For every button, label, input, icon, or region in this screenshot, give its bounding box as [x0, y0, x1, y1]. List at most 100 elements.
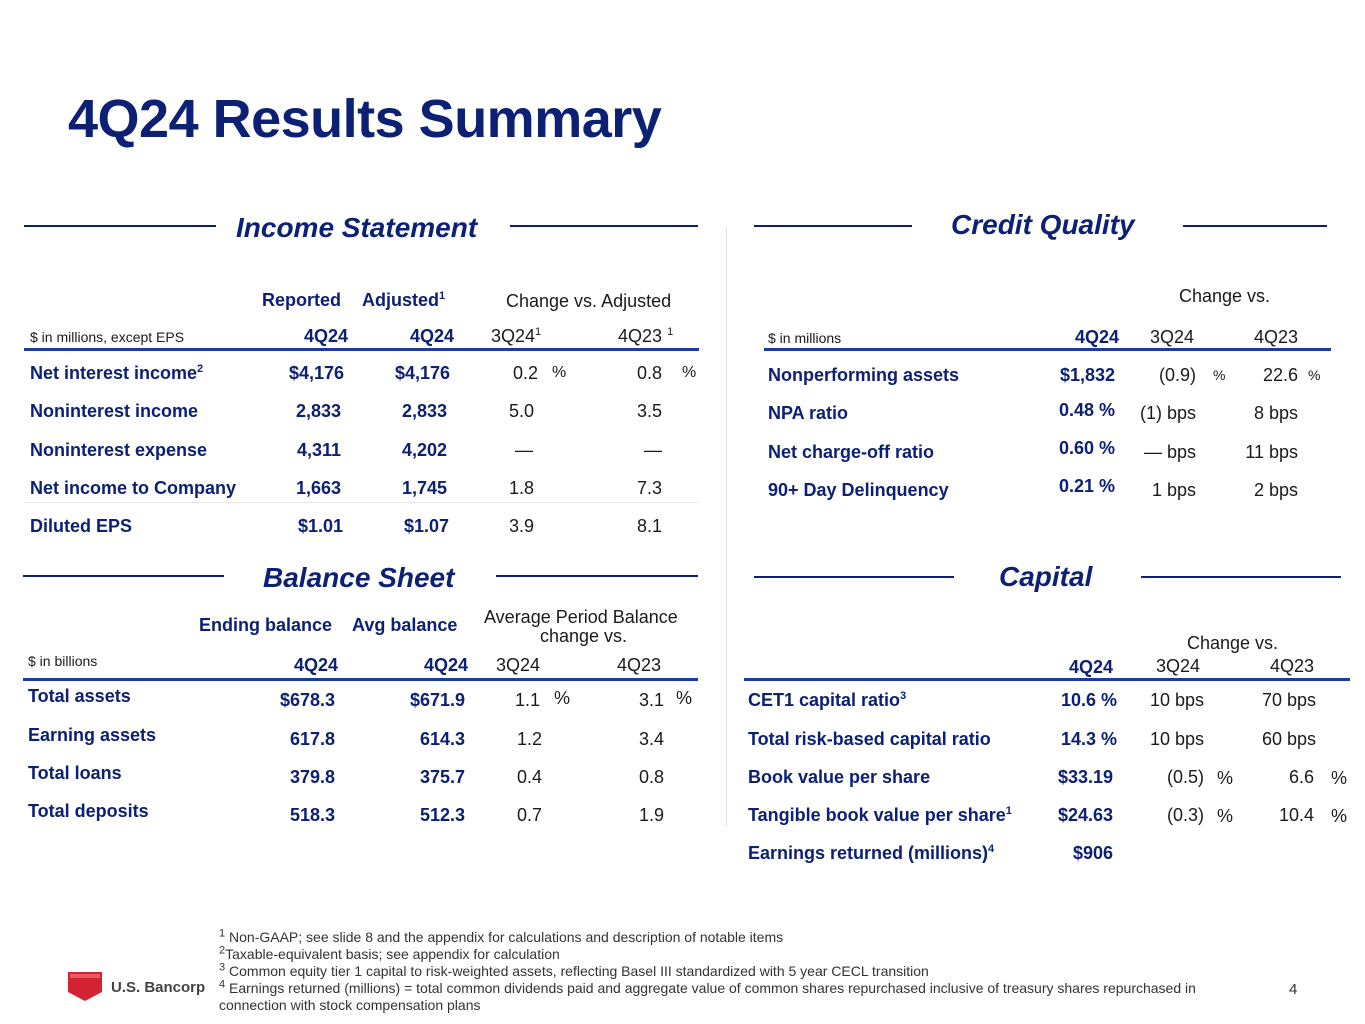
capital-title: Capital — [999, 561, 1093, 592]
table-cell: 5.0 — [508, 401, 534, 421]
table-cell: 1 bps — [1151, 480, 1196, 500]
table-cell: (0.5) — [1166, 767, 1204, 787]
balance-header-rule — [23, 678, 698, 681]
percent-sign: % — [554, 688, 571, 708]
percent-sign: % — [1213, 367, 1226, 383]
balance-sub-avg: 4Q24 — [423, 655, 468, 675]
percent-sign: % — [676, 688, 693, 708]
credit-title-rule-left — [754, 225, 912, 227]
table-row-label: CET1 capital ratio3 — [748, 690, 907, 710]
table-row-label: Total risk-based capital ratio — [748, 729, 991, 749]
balance-title-rule-left — [23, 575, 224, 577]
income-header-rule — [24, 348, 699, 351]
table-cell: 1.8 — [508, 478, 534, 498]
balance-units: $ in billions — [28, 653, 98, 669]
footnote: 1 Non-GAAP; see slide 8 and the appendix… — [219, 927, 784, 945]
table-cell: 14.3 % — [1060, 729, 1117, 749]
income-col-reported: Reported — [262, 290, 342, 310]
table-cell: 22.6 — [1262, 365, 1298, 385]
table-cell: $4,176 — [394, 363, 450, 383]
table-cell: 617.8 — [289, 729, 335, 749]
table-row-label: Noninterest expense — [30, 440, 208, 460]
percent-sign: % — [1331, 768, 1348, 788]
footnote: 4 Earnings returned (millions) = total c… — [219, 978, 1196, 996]
balance-col-change-line1: Average Period Balance — [484, 607, 678, 627]
table-cell: 10 bps — [1149, 690, 1204, 710]
table-cell: $671.9 — [409, 690, 465, 710]
balance-sub-3q: 3Q24 — [496, 655, 541, 675]
capital-col-change: Change vs. — [1187, 633, 1279, 653]
table-cell: 2 bps — [1253, 480, 1298, 500]
income-sub-adjusted: 4Q24 — [409, 326, 454, 346]
table-row-label: Book value per share — [748, 767, 931, 787]
table-cell: 614.3 — [419, 729, 465, 749]
table-cell: (0.3) — [1166, 805, 1204, 825]
table-cell: 1,745 — [401, 478, 447, 498]
table-row-label: Total loans — [28, 763, 122, 783]
credit-quality-title: Credit Quality — [951, 209, 1135, 240]
percent-sign: % — [1217, 806, 1234, 826]
table-row-label: Total assets — [28, 686, 131, 706]
footnote: 3 Common equity tier 1 capital to risk-w… — [219, 961, 929, 979]
table-cell: 1.2 — [516, 729, 542, 749]
table-row-label: 90+ Day Delinquency — [768, 480, 949, 500]
table-cell: 1,663 — [295, 478, 341, 498]
capital-title-rule-right — [1141, 576, 1341, 578]
table-cell: (0.9) — [1158, 365, 1196, 385]
income-sub-3q: 3Q241 — [491, 326, 542, 346]
balance-col-ending: Ending balance — [199, 615, 333, 635]
table-cell: 10.6 % — [1060, 690, 1117, 710]
capital-header-rule — [744, 678, 1350, 681]
table-cell: 0.21 % — [1058, 476, 1115, 496]
income-col-adjusted: Adjusted1 — [362, 290, 446, 310]
company-logo: U.S. Bancorp — [68, 970, 208, 1002]
table-cell: 2,833 — [295, 401, 341, 421]
balance-col-change-line2: change vs. — [540, 626, 628, 646]
table-cell: 0.4 — [516, 767, 542, 787]
table-cell: 10 bps — [1149, 729, 1204, 749]
table-cell: 0.8 — [638, 767, 664, 787]
page-number: 4 — [1289, 981, 1298, 998]
income-statement-title: Income Statement — [236, 212, 478, 243]
table-cell: 8 bps — [1253, 403, 1298, 423]
table-cell: $1.07 — [403, 516, 449, 536]
income-title-rule-right — [510, 225, 698, 227]
table-cell: 60 bps — [1261, 729, 1316, 749]
table-cell: 0.7 — [516, 805, 542, 825]
table-cell: $906 — [1072, 843, 1113, 863]
footnotes: 1 Non-GAAP; see slide 8 and the appendix… — [219, 927, 1196, 1014]
table-cell: $33.19 — [1057, 767, 1113, 787]
table-cell: 2,833 — [401, 401, 447, 421]
table-row-label: Nonperforming assets — [768, 365, 960, 385]
table-cell: 8.1 — [636, 516, 662, 536]
column-divider — [726, 228, 727, 826]
table-row-label: Noninterest income — [30, 401, 199, 421]
credit-header-rule — [764, 348, 1331, 351]
table-row-label: Diluted EPS — [30, 516, 133, 536]
credit-units: $ in millions — [768, 330, 842, 346]
table-cell: $24.63 — [1057, 805, 1113, 825]
table-cell: 3.1 — [638, 690, 664, 710]
income-sub-4q: 4Q23 1 — [618, 326, 674, 346]
balance-col-avg: Avg balance — [352, 615, 458, 635]
table-cell: 512.3 — [419, 805, 465, 825]
footnote: connection with stock compensation plans — [219, 997, 481, 1013]
balance-sheet-title: Balance Sheet — [263, 562, 455, 593]
table-row-label: Net interest income2 — [30, 363, 204, 383]
table-cell: $678.3 — [279, 690, 335, 710]
percent-sign: % — [682, 364, 697, 381]
income-units: $ in millions, except EPS — [30, 329, 185, 345]
table-cell: 4,311 — [296, 440, 341, 460]
table-cell: 0.8 — [636, 363, 662, 383]
table-cell: 3.4 — [638, 729, 664, 749]
table-cell: 4,202 — [401, 440, 447, 460]
table-cell: 70 bps — [1261, 690, 1316, 710]
table-cell: 0.60 % — [1058, 438, 1115, 458]
table-cell: 0.48 % — [1058, 400, 1115, 420]
percent-sign: % — [1217, 768, 1234, 788]
percent-sign: % — [1308, 367, 1321, 383]
table-row-label: Earning assets — [28, 725, 157, 745]
table-cell: $4,176 — [288, 363, 344, 383]
table-cell: $1,832 — [1059, 365, 1115, 385]
table-row-label: NPA ratio — [768, 403, 849, 423]
